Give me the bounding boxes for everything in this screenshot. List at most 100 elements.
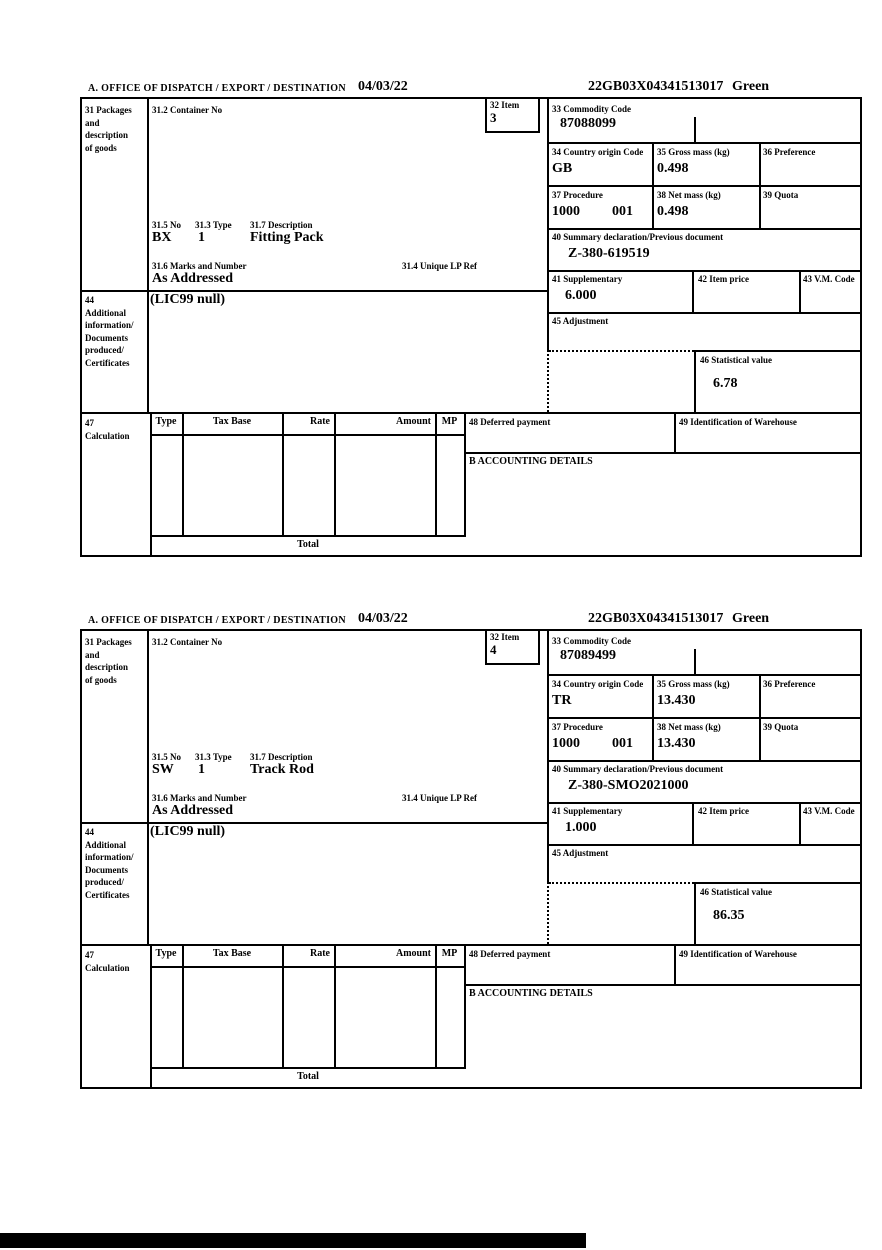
grid-line xyxy=(547,674,860,676)
container-no-label: 31.2 Container No xyxy=(152,105,223,115)
dotted-grid-line xyxy=(549,350,694,352)
gross-mass-label: 35 Gross mass (kg) xyxy=(657,679,730,689)
grid-line xyxy=(150,434,466,436)
grid-line xyxy=(694,882,696,944)
grid-line xyxy=(547,844,860,846)
warehouse-id-label: 49 Identification of Warehouse xyxy=(679,417,797,427)
declaration-item-section: A. OFFICE OF DISPATCH / EXPORT / DESTINA… xyxy=(80,607,864,1093)
item-price-label: 42 Item price xyxy=(698,274,749,284)
supplementary-value: 6.000 xyxy=(565,288,597,303)
commodity-code-value: 87088099 xyxy=(560,116,616,131)
item-number-label: 32 Item xyxy=(490,632,520,642)
additional-information-label: 44 Additional information/ Documents pro… xyxy=(85,295,134,368)
package-no-label: 31.5 No xyxy=(152,220,181,230)
calculation-label: 47 Calculation xyxy=(85,950,130,973)
grid-line xyxy=(147,631,149,944)
statistical-value: 86.35 xyxy=(713,908,745,923)
declaration-item-section: A. OFFICE OF DISPATCH / EXPORT / DESTINA… xyxy=(80,75,864,561)
package-type-value: 1 xyxy=(198,230,205,245)
grid-line xyxy=(464,944,466,1067)
office-of-dispatch-label: A. OFFICE OF DISPATCH / EXPORT / DESTINA… xyxy=(88,615,346,626)
grid-line xyxy=(150,966,466,968)
column-header-type: Type xyxy=(155,948,177,959)
packages-description-label: 31 Packages and description of goods xyxy=(85,105,132,153)
item-detail-box: 31 Packages and description of goods 31.… xyxy=(80,97,862,557)
grid-line xyxy=(694,350,696,412)
section-header: A. OFFICE OF DISPATCH / EXPORT / DESTINA… xyxy=(80,607,864,629)
routing-status: Green xyxy=(732,79,770,94)
additional-information-label: 44 Additional information/ Documents pro… xyxy=(85,827,134,900)
package-type-label: 31.3 Type xyxy=(195,220,232,230)
grid-line xyxy=(692,802,694,844)
commodity-code-divider xyxy=(694,117,696,142)
grid-line xyxy=(147,99,149,412)
previous-document-label: 40 Summary declaration/Previous document xyxy=(552,232,724,242)
column-header-tax-base: Tax Base xyxy=(212,948,252,959)
package-no-value: BX xyxy=(152,230,172,245)
grid-line xyxy=(694,882,860,884)
net-mass-value: 0.498 xyxy=(657,204,689,219)
grid-line xyxy=(547,312,860,314)
dispatch-date: 04/03/22 xyxy=(358,611,408,626)
routing-status: Green xyxy=(732,611,770,626)
marks-number-value: As Addressed xyxy=(152,271,234,286)
description-label: 31.7 Description xyxy=(250,220,313,230)
statistical-value-label: 46 Statistical value xyxy=(700,355,772,365)
marks-number-label: 31.6 Marks and Number xyxy=(152,261,247,271)
unique-lp-ref-label: 31.4 Unique LP Ref xyxy=(402,793,478,803)
package-type-value: 1 xyxy=(198,762,205,777)
additional-information-value: (LIC99 null) xyxy=(150,824,226,839)
commodity-code-label: 33 Commodity Code xyxy=(552,636,631,646)
country-origin-value: GB xyxy=(552,161,573,176)
column-header-amount: Amount xyxy=(395,948,431,959)
previous-document-value: Z-380-SMO2021000 xyxy=(568,778,689,793)
grid-line xyxy=(282,412,284,535)
preference-label: 36 Preference xyxy=(763,679,816,689)
description-value: Track Rod xyxy=(250,762,314,777)
grid-line xyxy=(150,412,152,555)
item-detail-box: 31 Packages and description of goods 31.… xyxy=(80,629,862,1089)
marks-number-value: As Addressed xyxy=(152,803,234,818)
column-header-rate: Rate xyxy=(310,416,330,427)
net-mass-value: 13.430 xyxy=(657,736,696,751)
declaration-reference: 22GB03X04341513017 xyxy=(588,79,724,94)
supplementary-value: 1.000 xyxy=(565,820,597,835)
previous-document-value: Z-380-619519 xyxy=(568,246,650,261)
vm-code-label: 43 V.M. Code xyxy=(803,274,855,284)
grid-line xyxy=(464,452,860,454)
grid-line xyxy=(435,412,437,535)
column-header-amount: Amount xyxy=(395,416,431,427)
procedure-value-secondary: 001 xyxy=(612,204,633,219)
country-origin-value: TR xyxy=(552,693,572,708)
adjustment-label: 45 Adjustment xyxy=(552,316,609,326)
country-origin-label: 34 Country origin Code xyxy=(552,679,644,689)
accounting-details-label: B ACCOUNTING DETAILS xyxy=(469,456,593,467)
item-number-label: 32 Item xyxy=(490,100,520,110)
commodity-code-label: 33 Commodity Code xyxy=(552,104,631,114)
supplementary-label: 41 Supplementary xyxy=(552,806,623,816)
quota-label: 39 Quota xyxy=(763,722,799,732)
grid-line xyxy=(547,185,860,187)
grid-line xyxy=(547,760,860,762)
description-label: 31.7 Description xyxy=(250,752,313,762)
grid-line xyxy=(547,717,860,719)
commodity-code-value: 87089499 xyxy=(560,648,616,663)
additional-information-value: (LIC99 null) xyxy=(150,292,226,307)
procedure-value-main: 1000 xyxy=(552,204,580,219)
office-of-dispatch-label: A. OFFICE OF DISPATCH / EXPORT / DESTINA… xyxy=(88,83,346,94)
column-header-mp: MP xyxy=(441,416,458,427)
dotted-grid-line xyxy=(549,882,694,884)
procedure-value-secondary: 001 xyxy=(612,736,633,751)
grid-line xyxy=(547,99,549,350)
grid-line xyxy=(547,802,860,804)
item-price-label: 42 Item price xyxy=(698,806,749,816)
section-header: A. OFFICE OF DISPATCH / EXPORT / DESTINA… xyxy=(80,75,864,97)
vm-code-label: 43 V.M. Code xyxy=(803,806,855,816)
gross-mass-label: 35 Gross mass (kg) xyxy=(657,147,730,157)
grid-line xyxy=(82,822,547,824)
grid-line xyxy=(435,944,437,1067)
previous-document-label: 40 Summary declaration/Previous document xyxy=(552,764,724,774)
grid-line xyxy=(674,412,676,452)
grid-line xyxy=(799,270,801,312)
